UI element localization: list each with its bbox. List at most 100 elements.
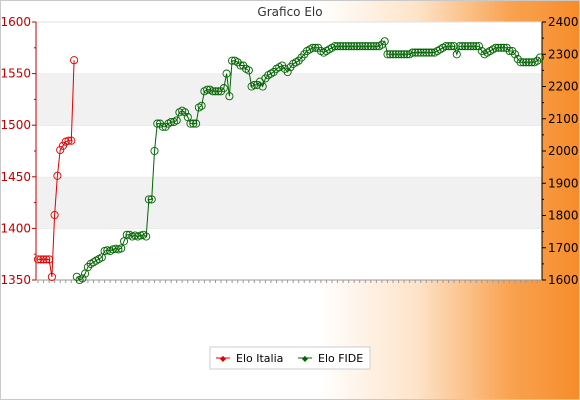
elo-fide-point — [336, 42, 345, 51]
elo-fide-point — [372, 42, 381, 51]
elo-fide-point — [449, 42, 459, 51]
left-y-axis: 1350 1400 1450 1500 1550 1600 — [0, 15, 37, 287]
elo-italia-point — [53, 171, 62, 180]
elo-fide-point — [194, 103, 203, 112]
elo-fide-point — [510, 50, 520, 59]
elo-fide-point — [142, 232, 151, 241]
elo-fide-point — [469, 42, 478, 51]
elo-fide-point — [208, 87, 217, 96]
elo-fide-point — [228, 56, 237, 65]
elo-fide-point — [358, 42, 367, 51]
elo-fide-point — [363, 42, 373, 51]
elo-italia-point — [47, 272, 56, 281]
grid-band — [36, 22, 542, 74]
left-tick-label: 1400 — [0, 221, 31, 235]
elo-italia-point — [64, 136, 73, 145]
right-tick-label: 1600 — [548, 273, 579, 287]
elo-fide-point — [147, 195, 156, 204]
left-tick-label: 1350 — [0, 273, 31, 287]
elo-fide-point — [117, 244, 126, 253]
elo-italia-point — [45, 255, 54, 264]
elo-fide-point — [355, 42, 364, 51]
elo-fide-point — [341, 42, 350, 51]
elo-fide-point — [452, 50, 461, 59]
elo-fide-point — [258, 82, 267, 91]
elo-fide-point — [350, 42, 359, 51]
elo-fide-point — [383, 50, 392, 59]
legend: ◆ Elo Italia ◆ Elo FIDE — [209, 346, 371, 370]
elo-fide-point — [402, 50, 411, 59]
elo-fide-point — [461, 42, 470, 51]
elo-fide-point — [150, 146, 159, 156]
elo-fide-point — [527, 58, 536, 67]
elo-fide-point — [366, 42, 375, 51]
elo-fide-point — [197, 101, 206, 110]
elo-fide-point — [352, 42, 362, 51]
right-tick-label: 1800 — [548, 209, 579, 223]
left-tick-label: 1550 — [0, 67, 31, 81]
elo-fide-point — [474, 42, 484, 51]
elo-fide-point — [333, 42, 342, 51]
elo-fide-point — [422, 48, 431, 57]
elo-fide-point — [522, 58, 531, 67]
elo-fide-point — [330, 42, 339, 51]
elo-fide-point — [497, 43, 506, 52]
elo-fide-point — [339, 42, 348, 51]
elo-fide-point — [172, 116, 181, 125]
elo-fide-point — [413, 48, 423, 57]
elo-fide-point — [447, 42, 456, 51]
elo-fide-point — [203, 85, 212, 94]
right-y-axis: 1600 1700 1800 1900 2000 2100 2200 2300 2400 — [541, 15, 579, 287]
elo-fide-point — [391, 50, 400, 59]
elo-fide-point — [180, 108, 190, 117]
right-tick-label: 2000 — [548, 144, 579, 158]
elo-fide-point — [535, 53, 545, 62]
legend-italia-marker: ◆ — [220, 354, 227, 363]
elo-fide-point — [380, 37, 389, 46]
elo-fide-point — [192, 119, 201, 128]
right-tick-label: 2200 — [548, 80, 579, 94]
elo-fide-point — [344, 42, 353, 51]
right-tick-label: 2400 — [548, 15, 579, 29]
elo-italia-point — [67, 136, 76, 145]
elo-fide-point — [408, 48, 417, 57]
elo-fide-point — [186, 119, 195, 128]
elo-fide-point — [211, 87, 220, 96]
left-tick-label: 1500 — [0, 118, 31, 132]
elo-fide-point — [78, 274, 87, 283]
legend-fide-label: Elo FIDE — [318, 352, 363, 365]
elo-fide-point — [427, 48, 436, 57]
grid-band — [36, 176, 542, 229]
chart-title: Grafico Elo — [257, 5, 322, 19]
left-tick-label: 1450 — [0, 170, 31, 184]
elo-fide-point — [466, 42, 475, 51]
elo-italia-point — [58, 141, 68, 150]
elo-fide-point — [491, 43, 500, 52]
elo-fide-point — [388, 50, 398, 59]
elo-fide-point — [463, 42, 472, 51]
elo-fide-point — [494, 43, 503, 52]
elo-fide-point — [219, 84, 228, 93]
series-layer — [33, 37, 545, 285]
elo-italia-point — [36, 255, 45, 264]
elo-fide-point — [441, 42, 450, 51]
elo-italia-point — [42, 255, 51, 264]
elo-italia-point — [33, 255, 43, 264]
elo-fide-point — [411, 48, 420, 57]
elo-fide-point — [455, 42, 464, 51]
elo-fide-point — [397, 50, 406, 59]
elo-fide-point — [222, 69, 231, 78]
elo-fide-point — [361, 42, 370, 51]
elo-italia-point — [39, 255, 48, 264]
right-tick-label: 2300 — [548, 47, 579, 61]
elo-italia-point — [56, 145, 65, 155]
grid-band — [36, 228, 542, 280]
elo-italia-point — [50, 210, 59, 220]
elo-fide-point — [419, 48, 428, 57]
elo-fide-point — [225, 92, 234, 101]
elo-fide-point — [516, 58, 525, 67]
elo-fide-point — [394, 50, 403, 59]
elo-fide-point — [472, 42, 481, 51]
grid-band — [36, 125, 542, 177]
